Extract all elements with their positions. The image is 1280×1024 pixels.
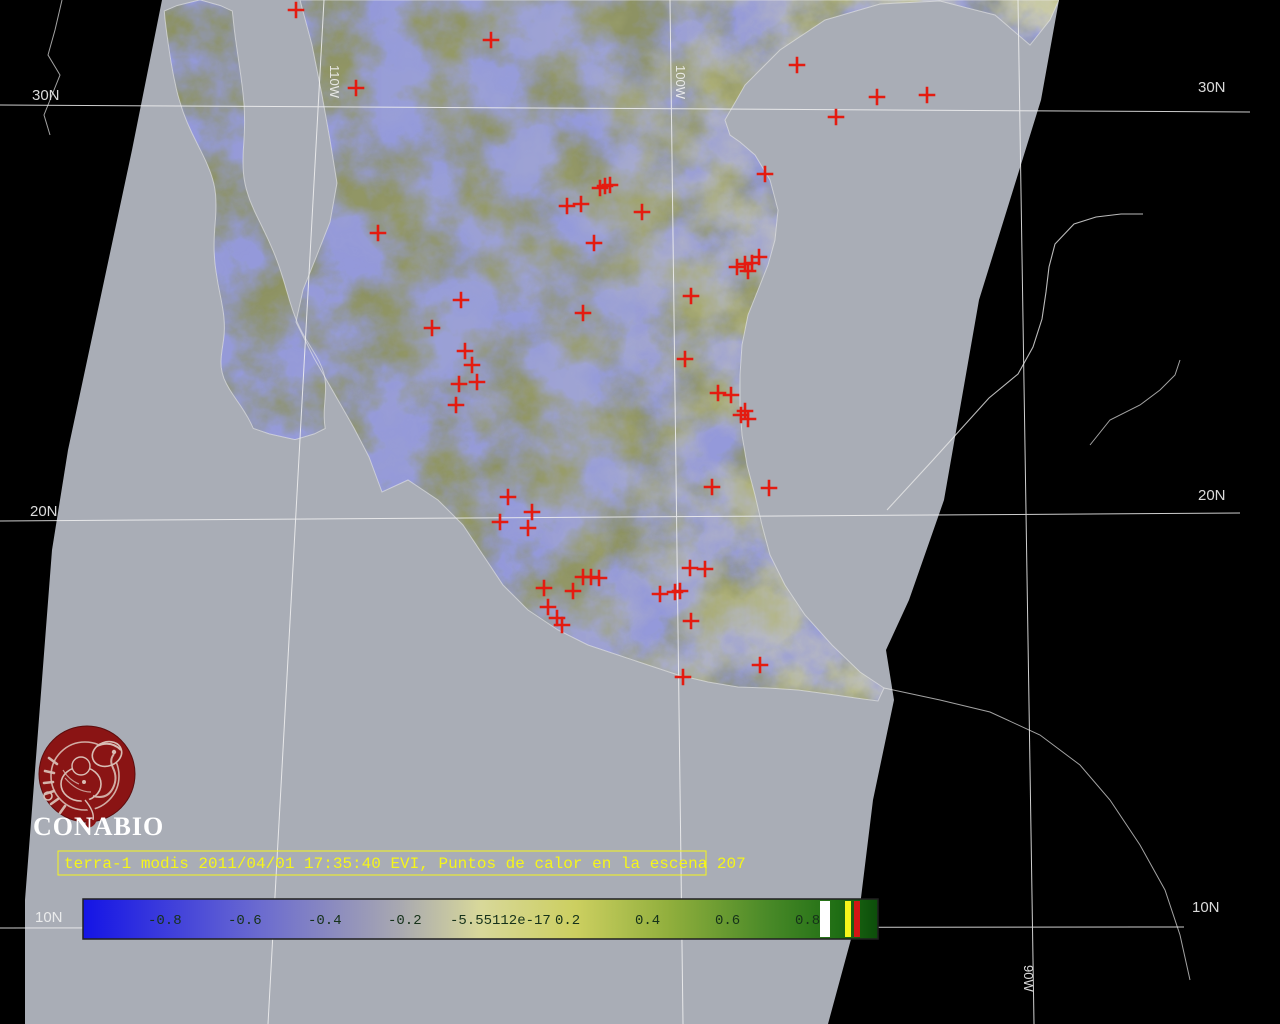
svg-text:30N: 30N [1198, 79, 1226, 96]
svg-text:90W: 90W [1021, 965, 1036, 992]
svg-text:0.6: 0.6 [715, 913, 740, 929]
svg-text:-0.2: -0.2 [388, 913, 422, 929]
svg-text:20N: 20N [30, 503, 58, 520]
svg-text:110W: 110W [327, 65, 342, 99]
svg-text:20N: 20N [1198, 487, 1226, 504]
svg-text:0.4: 0.4 [635, 913, 660, 929]
svg-text:-5.55112e-17: -5.55112e-17 [450, 913, 551, 929]
svg-text:-0.4: -0.4 [308, 913, 342, 929]
svg-text:-0.6: -0.6 [228, 913, 262, 929]
svg-text:10N: 10N [35, 909, 63, 926]
svg-text:0.2: 0.2 [555, 913, 580, 929]
svg-text:100W: 100W [673, 65, 688, 100]
svg-text:-0.8: -0.8 [148, 913, 182, 929]
svg-text:0.8: 0.8 [795, 913, 820, 929]
svg-text:10N: 10N [1192, 899, 1220, 916]
svg-text:30N: 30N [32, 87, 60, 104]
svg-text:terra-1 modis 2011/04/01 17:35: terra-1 modis 2011/04/01 17:35:40 EVI, P… [64, 855, 746, 873]
svg-text:CONABIO: CONABIO [33, 812, 164, 841]
